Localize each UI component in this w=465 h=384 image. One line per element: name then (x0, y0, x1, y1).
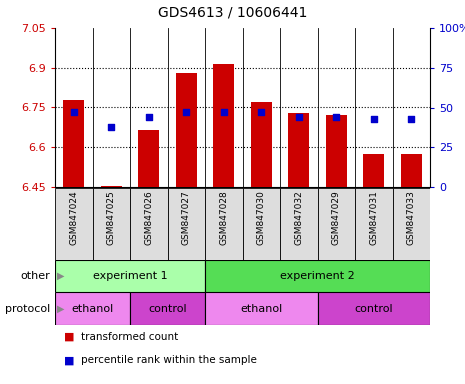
Bar (63, 99, 84, 187)
Bar (167, 188, 205, 260)
Bar (205, 260, 430, 292)
Bar (93, 188, 130, 260)
Bar (401, 154, 422, 187)
Bar (55, 188, 93, 260)
Text: control: control (148, 303, 187, 313)
Point (107, 124, 115, 130)
Text: GSM847027: GSM847027 (182, 190, 191, 245)
Point (407, 116, 415, 122)
Point (145, 114, 153, 120)
Text: transformed count: transformed count (80, 332, 178, 342)
Bar (318, 188, 355, 260)
Point (370, 116, 378, 122)
Text: GSM847028: GSM847028 (219, 190, 228, 245)
Text: ethanol: ethanol (71, 303, 113, 313)
Text: ▶: ▶ (57, 271, 65, 281)
Text: ▶: ▶ (57, 303, 65, 313)
Bar (392, 188, 430, 260)
Bar (251, 102, 272, 187)
Text: GSM847032: GSM847032 (294, 190, 303, 245)
Bar (139, 130, 159, 187)
Text: protocol: protocol (5, 303, 50, 313)
Bar (318, 292, 430, 325)
Point (70, 109, 78, 115)
Bar (355, 188, 392, 260)
Bar (101, 186, 121, 187)
Point (258, 109, 265, 115)
Bar (326, 116, 346, 187)
Bar (176, 73, 197, 187)
Text: GSM847029: GSM847029 (332, 190, 341, 245)
Text: GSM847026: GSM847026 (144, 190, 153, 245)
Bar (55, 292, 130, 325)
Text: GDS4613 / 10606441: GDS4613 / 10606441 (158, 5, 307, 19)
Text: percentile rank within the sample: percentile rank within the sample (80, 355, 257, 365)
Text: experiment 2: experiment 2 (280, 271, 355, 281)
Bar (280, 188, 318, 260)
Text: experiment 1: experiment 1 (93, 271, 167, 281)
Bar (55, 260, 205, 292)
Bar (130, 292, 205, 325)
Bar (205, 292, 318, 325)
Text: ■: ■ (64, 355, 75, 365)
Point (295, 114, 302, 120)
Text: GSM847025: GSM847025 (107, 190, 116, 245)
Bar (130, 188, 167, 260)
Bar (243, 188, 280, 260)
Text: other: other (20, 271, 50, 281)
Point (183, 109, 190, 115)
Text: ■: ■ (64, 332, 75, 342)
Point (332, 114, 340, 120)
Bar (213, 64, 234, 187)
Text: GSM847030: GSM847030 (257, 190, 266, 245)
Bar (205, 188, 243, 260)
Bar (288, 113, 309, 187)
Text: GSM847033: GSM847033 (407, 190, 416, 245)
Text: ethanol: ethanol (240, 303, 282, 313)
Bar (364, 154, 384, 187)
Text: GSM847024: GSM847024 (69, 190, 78, 245)
Text: control: control (354, 303, 393, 313)
Text: GSM847031: GSM847031 (369, 190, 378, 245)
Point (220, 109, 227, 115)
